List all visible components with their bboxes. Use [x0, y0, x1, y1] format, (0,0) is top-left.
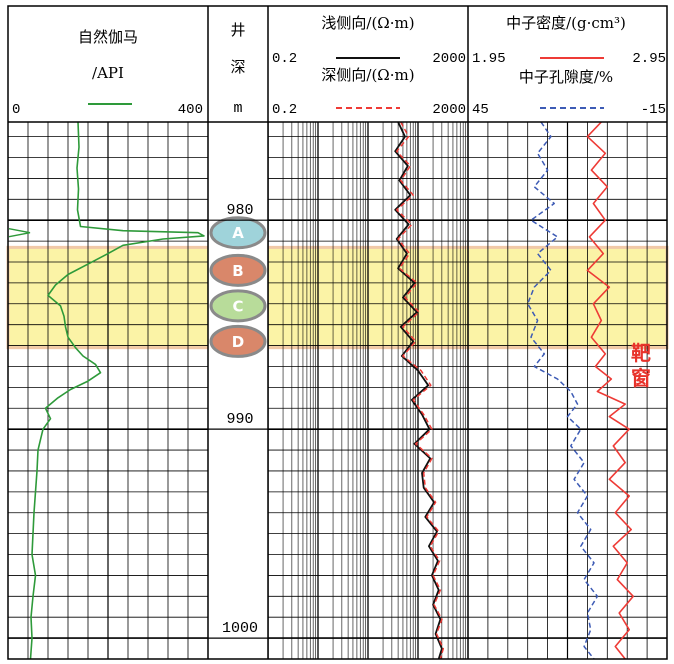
density-title: 中子密度/(g·cm³)	[506, 14, 626, 32]
zone-ellipse-a	[209, 216, 267, 250]
gr-curve	[29, 121, 205, 660]
gr-max-label: 400	[178, 102, 203, 118]
header: 自然伽马 /API 0 400 井 深 m 浅侧向/(Ω·m) 0.2 2000…	[12, 14, 666, 118]
track-grids	[8, 122, 667, 660]
target-window-band	[6, 245, 669, 350]
depth-track-background	[208, 122, 268, 659]
neutron-max-label: -15	[641, 102, 666, 118]
depth-label: 1000	[222, 620, 258, 637]
track-frames	[7, 5, 668, 660]
gr-title-line1: 自然伽马	[78, 28, 138, 46]
shallow-title: 浅侧向/(Ω·m)	[321, 14, 414, 32]
deep-title: 深侧向/(Ω·m)	[321, 66, 414, 84]
density-curve	[586, 121, 635, 660]
gr-peak-arrow	[8, 228, 31, 238]
gr-min-label: 0	[12, 102, 20, 118]
shallow-min-label: 0.2	[272, 51, 297, 67]
depth-label: 990	[226, 411, 253, 428]
shallow-max-label: 2000	[432, 51, 466, 67]
density-min-label: 1.95	[472, 51, 506, 67]
zone-ellipse-d	[209, 324, 267, 358]
target-window-rect	[6, 245, 669, 350]
depth-track-bg	[208, 122, 268, 659]
zone-ellipse-c	[209, 289, 267, 323]
neutron-title: 中子孔隙度/%	[519, 68, 613, 86]
depth-tick-labels: 980 990 1000	[208, 202, 268, 639]
zone-label-d: D	[232, 333, 244, 351]
zone-label-a: A	[232, 224, 244, 242]
zone-label-b: B	[232, 262, 243, 280]
depth-unit: m	[233, 100, 242, 117]
neutron-min-label: 45	[472, 102, 489, 118]
shallow-resistivity-curve	[394, 121, 443, 660]
target-window-label-2: 窗	[631, 366, 651, 390]
density-max-label: 2.95	[632, 51, 666, 67]
depth-title-line1: 井	[230, 21, 245, 39]
zone-markers: A BCD	[209, 216, 267, 358]
neutron-porosity-curve	[526, 121, 599, 660]
gr-title-line2: /API	[92, 64, 124, 82]
deep-max-label: 2000	[432, 102, 466, 118]
depth-title-line2: 深	[230, 58, 245, 76]
zone-ellipse-b	[209, 253, 267, 287]
deep-min-label: 0.2	[272, 102, 297, 118]
depth-label: 980	[226, 202, 253, 219]
log-curves	[8, 121, 635, 660]
outer-frame	[7, 5, 668, 660]
target-window-label-1: 靶	[631, 341, 651, 365]
zone-label-c: C	[232, 297, 243, 315]
